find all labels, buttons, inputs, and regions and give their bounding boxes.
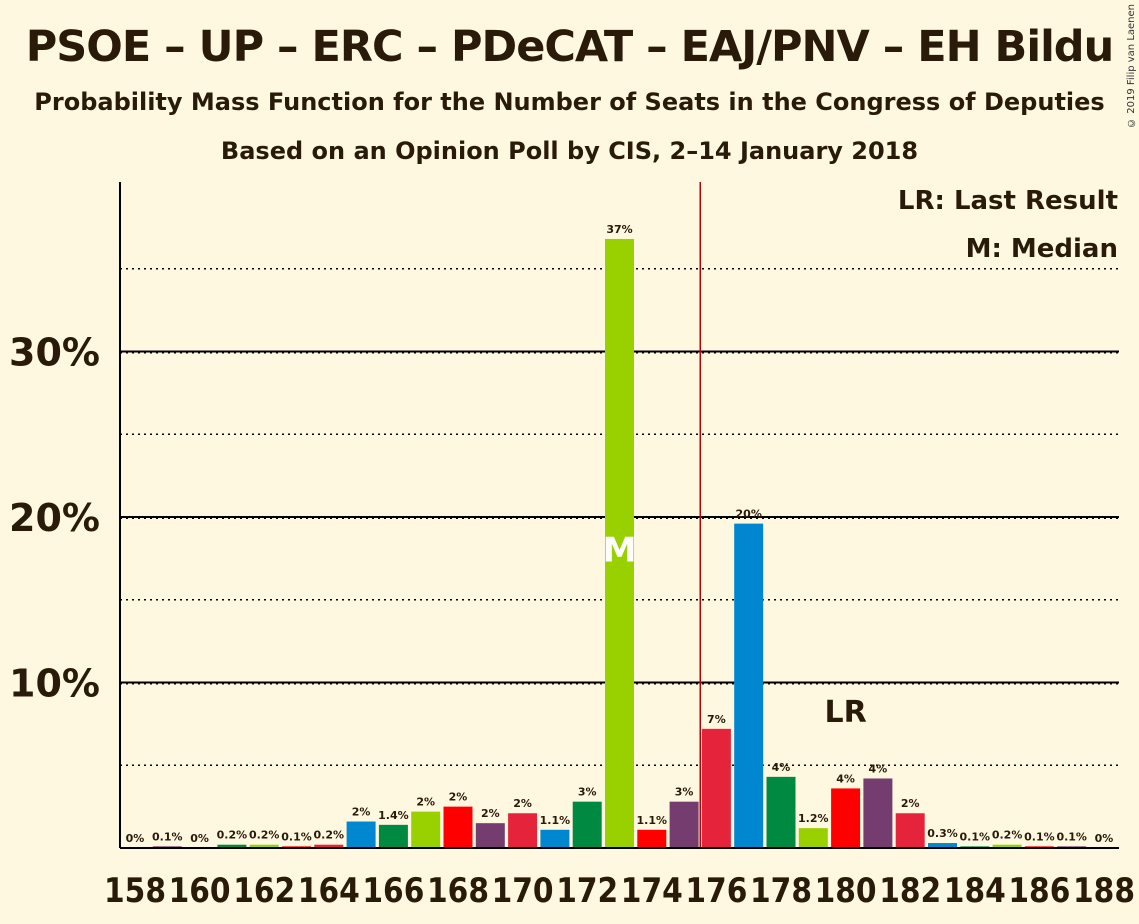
data-label-187: 0.1% (1056, 830, 1087, 843)
x-tick-label: 158 (104, 871, 166, 911)
bar-175 (669, 801, 699, 848)
bar-161 (217, 844, 247, 848)
bars (152, 182, 1087, 848)
data-label-173: 37% (606, 223, 632, 236)
data-labels: 0% 0.1% 0% 0.2% 0.2% 0.1% 0.2%2% 1.4%2% 2%2%2%1.… (126, 223, 1114, 845)
chart-source: Based on an Opinion Poll by CIS, 2–14 Ja… (220, 137, 919, 165)
y-tick-label: 10% (9, 662, 100, 706)
data-label-183: 0.3% (927, 827, 958, 840)
y-tick-label: 20% (9, 496, 100, 540)
x-tick-label: 172 (556, 871, 618, 911)
data-label-166: 1.4% (378, 809, 409, 822)
x-tick-label: 178 (750, 871, 812, 911)
bar-182 (895, 813, 925, 848)
data-label-188: 0% (1095, 832, 1114, 845)
bar-178 (766, 776, 796, 848)
bar-166 (378, 824, 408, 848)
chart-subtitle: Probability Mass Function for the Number… (34, 88, 1105, 116)
data-label-158: 0% (126, 832, 145, 845)
data-label-180: 4% (836, 772, 855, 785)
bar-162 (249, 844, 279, 848)
x-tick-label: 168 (427, 871, 489, 911)
bar-172 (572, 801, 602, 848)
data-label-163: 0.1% (281, 830, 312, 843)
data-label-176: 7% (707, 713, 726, 726)
data-label-161: 0.2% (217, 829, 248, 842)
data-label-171: 1.1% (540, 814, 571, 827)
data-label-174: 1.1% (637, 814, 668, 827)
last-result-marker: LR (824, 695, 866, 730)
data-label-178: 4% (772, 761, 791, 774)
bar-180 (831, 788, 861, 848)
bar-173 (605, 238, 634, 848)
data-label-167: 2% (416, 796, 435, 809)
x-tick-label: 186 (1008, 871, 1070, 911)
bar-183 (928, 843, 957, 848)
y-tick-label: 30% (9, 331, 100, 375)
bar-164 (314, 844, 344, 848)
data-label-182: 2% (901, 797, 920, 810)
data-label-162: 0.2% (249, 829, 280, 842)
data-label-168: 2% (449, 791, 468, 804)
bar-167 (411, 811, 441, 848)
x-tick-label: 162 (233, 871, 295, 911)
bar-165 (346, 821, 376, 848)
x-tick-label: 184 (944, 871, 1006, 911)
bar-170 (508, 813, 538, 848)
x-tick-label: 164 (298, 871, 360, 911)
x-tick-label: 174 (621, 871, 683, 911)
data-label-185: 0.2% (992, 829, 1023, 842)
bar-179 (798, 828, 828, 848)
data-label-175: 3% (675, 786, 694, 799)
data-label-160: 0% (190, 832, 209, 845)
bar-169 (475, 823, 505, 848)
data-label-179: 1.2% (798, 812, 829, 825)
bar-176 (701, 728, 731, 848)
data-label-159: 0.1% (152, 830, 183, 843)
data-label-181: 4% (869, 762, 888, 775)
legend-last-result: LR: Last Result (898, 186, 1118, 216)
median-marker: M (603, 531, 637, 571)
data-label-184: 0.1% (960, 830, 991, 843)
data-label-165: 2% (352, 806, 371, 819)
data-label-172: 3% (578, 786, 597, 799)
x-tick-label: 182 (879, 871, 941, 911)
x-tick-label: 170 (492, 871, 554, 911)
legend-median: M: Median (966, 234, 1118, 264)
chart-title: PSOE – UP – ERC – PDeCAT – EAJ/PNV – EH … (25, 22, 1114, 72)
data-label-186: 0.1% (1024, 830, 1055, 843)
bar-168 (443, 806, 473, 848)
data-label-164: 0.2% (314, 829, 345, 842)
data-label-170: 2% (513, 797, 532, 810)
x-axis-ticks: 158 160 162 164 166 168 170 172 174 176 178 180 182 1… (104, 871, 1135, 911)
x-tick-label: 176 (685, 871, 747, 911)
x-tick-label: 166 (362, 871, 424, 911)
x-tick-label: 188 (1073, 871, 1135, 911)
x-tick-label: 160 (169, 871, 231, 911)
bar-171 (540, 829, 570, 848)
y-axis-ticks: 10% 20% 30% (9, 331, 100, 706)
x-tick-label: 180 (815, 871, 877, 911)
bar-185 (992, 844, 1022, 848)
data-label-169: 2% (481, 807, 500, 820)
data-label-177: 20% (736, 508, 762, 521)
bar-181 (863, 778, 893, 848)
bar-177 (734, 523, 764, 848)
bar-174 (637, 829, 667, 848)
